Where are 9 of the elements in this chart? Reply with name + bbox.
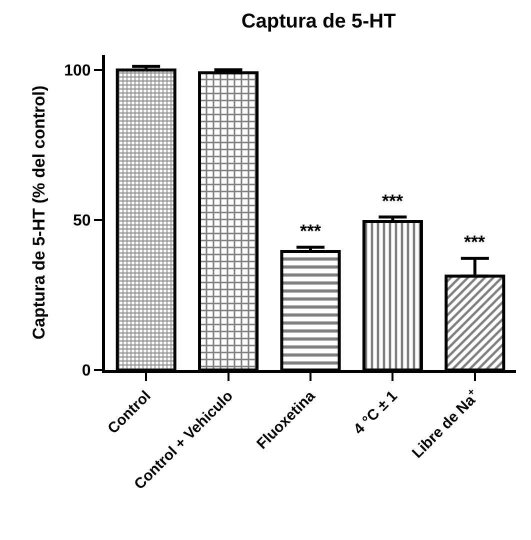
- annotation: ***: [464, 232, 486, 252]
- chart-title: Captura de 5-HT: [241, 10, 396, 32]
- y-tick-label: 100: [64, 62, 91, 80]
- x-tick-label: 4 °C ± 1: [350, 388, 401, 438]
- y-axis-title: Captura de 5-HT (% del control): [30, 85, 49, 340]
- annotation: ***: [382, 191, 404, 211]
- annotation: ***: [300, 221, 322, 241]
- y-tick-label: 0: [82, 362, 91, 380]
- y-tick-label: 50: [73, 212, 91, 230]
